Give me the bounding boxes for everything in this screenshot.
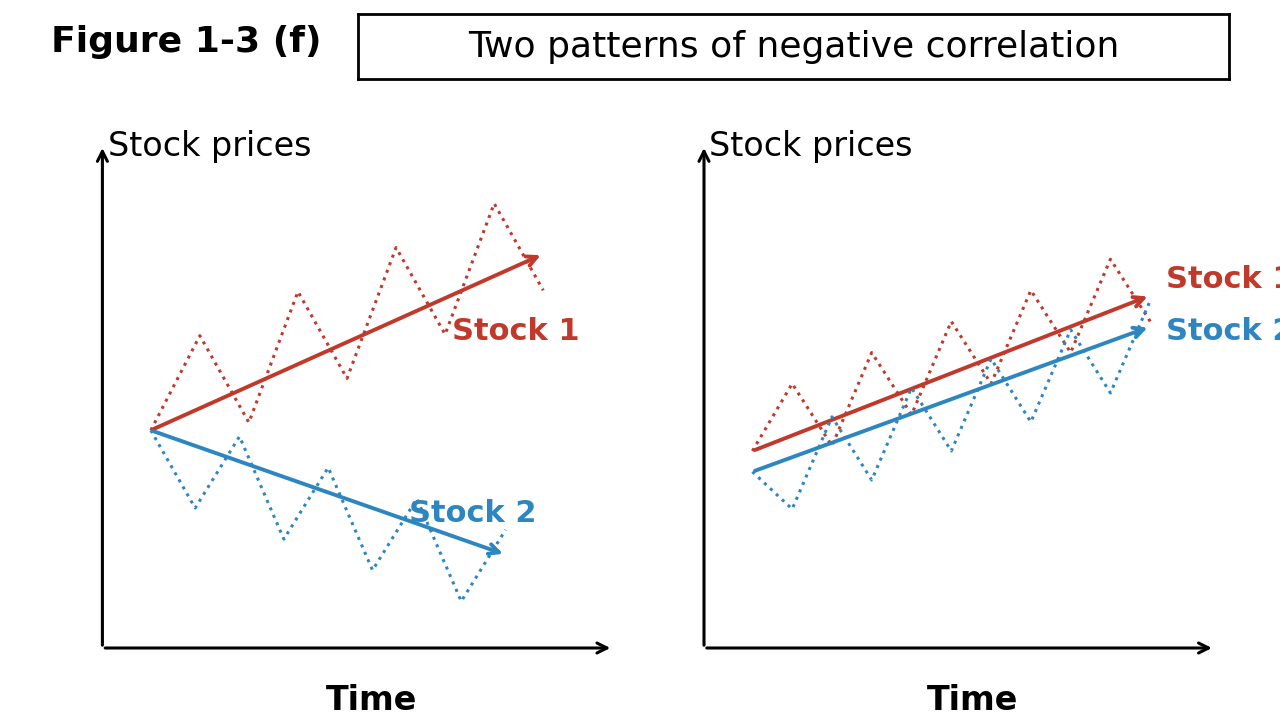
Text: Two patterns of negative correlation: Two patterns of negative correlation (468, 30, 1119, 64)
Text: Stock 2: Stock 2 (1166, 318, 1280, 346)
Text: Time: Time (927, 684, 1019, 717)
Text: Time: Time (325, 684, 417, 717)
Text: Stock prices: Stock prices (709, 130, 913, 163)
Text: Stock prices: Stock prices (108, 130, 311, 163)
Text: Stock 1: Stock 1 (452, 318, 580, 346)
Text: Stock 2: Stock 2 (408, 499, 536, 528)
Text: Stock 1: Stock 1 (1166, 266, 1280, 294)
Text: Figure 1-3 (f): Figure 1-3 (f) (51, 25, 321, 59)
